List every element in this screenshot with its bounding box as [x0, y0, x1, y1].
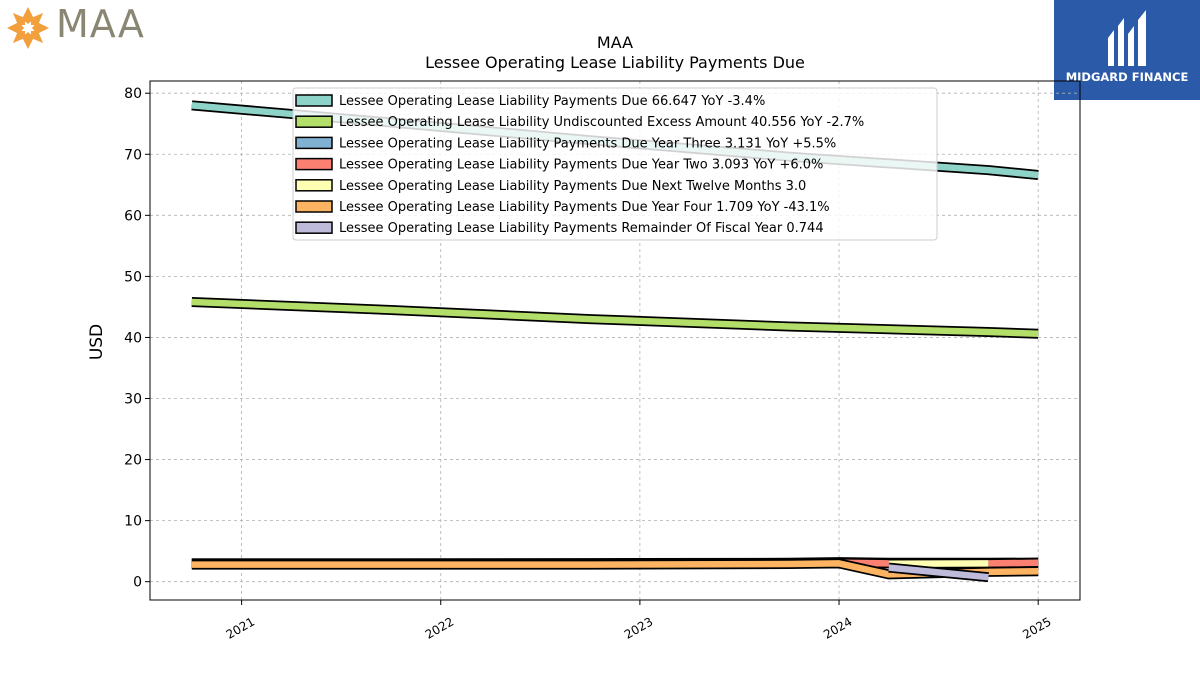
legend-swatch [295, 115, 333, 128]
y-tick-label: 40 [124, 330, 142, 346]
y-tick-label: 20 [124, 453, 142, 469]
legend-item: Lessee Operating Lease Liability Payment… [295, 136, 836, 151]
legend-label: Lessee Operating Lease Liability Payment… [339, 94, 765, 109]
series-line-6 [888, 562, 989, 583]
legend-box [292, 87, 938, 241]
midgard-logo-icon [1108, 10, 1146, 66]
y-tick-label: 70 [124, 147, 142, 163]
legend-item: Lessee Operating Lease Liability Payment… [295, 179, 806, 194]
y-tick-label: 60 [124, 208, 142, 224]
sun-flower-icon [7, 7, 49, 49]
legend-label: Lessee Operating Lease Liability Payment… [339, 136, 836, 151]
x-tick-label: 2023 [622, 614, 655, 641]
legend-item: Lessee Operating Lease Liability Payment… [295, 221, 824, 236]
y-axis: 0 10 20 30 40 50 60 70 80 [124, 86, 150, 591]
x-tick-label: 2021 [224, 614, 257, 641]
legend-swatch [295, 179, 333, 192]
y-tick-label: 50 [124, 269, 142, 285]
plot-frame [149, 80, 1081, 601]
legend-swatch [295, 157, 333, 171]
series-line-fill [888, 564, 989, 581]
legend-swatch [295, 94, 333, 107]
y-tick-label: 30 [124, 392, 142, 408]
chart-title: MAA [596, 33, 634, 52]
legend-item: Lessee Operating Lease Liability Payment… [295, 94, 765, 109]
series-line-fill [191, 298, 1039, 338]
legend-label: Lessee Operating Lease Liability Payment… [339, 179, 806, 194]
legend-item: Lessee Operating Lease Liability Payment… [295, 157, 823, 173]
legend-label: Lessee Operating Lease Liability Payment… [339, 221, 824, 236]
legend-swatch [295, 200, 333, 213]
legend-label: Lessee Operating Lease Liability Payment… [339, 158, 823, 173]
partner-name: MIDGARD FINANCE [1065, 70, 1189, 84]
legend: Lessee Operating Lease Liability Payment… [292, 87, 938, 241]
legend-item: Lessee Operating Lease Liability Payment… [295, 200, 830, 215]
x-tick-label: 2025 [1020, 614, 1053, 641]
legend-label: Lessee Operating Lease Liability Undisco… [339, 115, 864, 130]
legend-swatch [295, 136, 333, 150]
y-tick-label: 0 [133, 575, 142, 591]
x-axis: 2021 2022 2023 2024 2025 [224, 600, 1054, 642]
brand-logo [7, 7, 49, 49]
partner-badge: MIDGARD FINANCE [1054, 0, 1200, 100]
legend-swatch [295, 221, 333, 234]
chart-subtitle: Lessee Operating Lease Liability Payment… [425, 53, 805, 72]
legend-label: Lessee Operating Lease Liability Payment… [339, 200, 830, 215]
y-tick-label: 10 [124, 514, 142, 530]
series-line-1 [191, 297, 1039, 339]
y-tick-label: 80 [124, 86, 142, 102]
x-tick-label: 2022 [423, 614, 456, 641]
x-tick-label: 2024 [821, 614, 854, 641]
y-axis-label: USD [87, 324, 107, 360]
legend-item: Lessee Operating Lease Liability Undisco… [295, 115, 864, 130]
brand-name: MAA [56, 2, 145, 46]
